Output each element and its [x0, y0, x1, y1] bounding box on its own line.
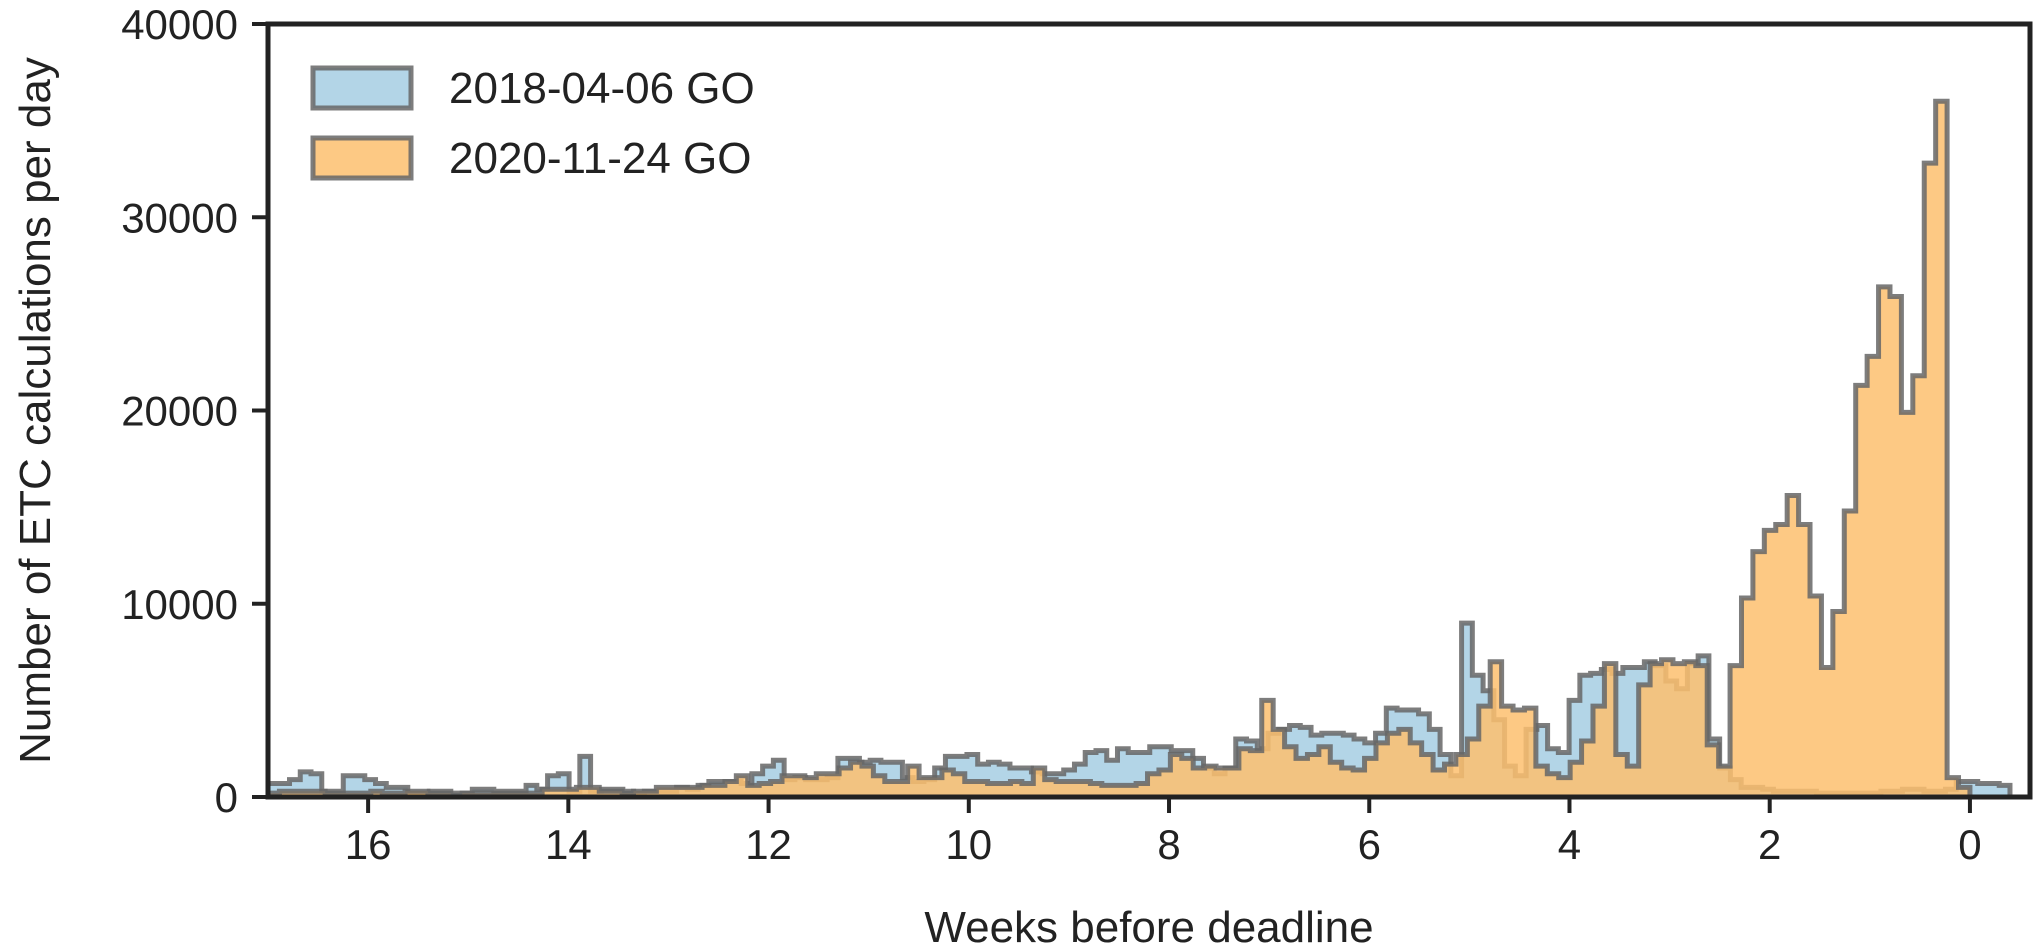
y-tick-label: 30000	[121, 194, 238, 241]
y-tick-label: 20000	[121, 388, 238, 435]
x-tick-label: 8	[1157, 821, 1180, 868]
x-axis-label: Weeks before deadline	[924, 903, 1373, 950]
plot-area	[265, 98, 2013, 800]
y-tick-label: 0	[215, 774, 238, 821]
x-tick-label: 2	[1758, 821, 1781, 868]
x-tick-label: 4	[1558, 821, 1581, 868]
x-tick-label: 6	[1358, 821, 1381, 868]
legend-label-2018: 2018-04-06 GO	[449, 64, 755, 113]
x-tick-label: 12	[745, 821, 792, 868]
legend-swatch-2020	[310, 135, 414, 181]
x-tick-label: 14	[545, 821, 592, 868]
y-tick-label: 40000	[121, 1, 238, 48]
series-2	[265, 98, 1973, 800]
axes: 16 14 12 10 8 6 4 2 0 0 10000 20000 30000 40000	[121, 1, 2033, 868]
series-2-bars	[265, 98, 1973, 800]
x-tick-label: 0	[1958, 821, 1981, 868]
y-tick-label: 10000	[121, 581, 238, 628]
legend: 2018-04-06 GO 2020-11-24 GO	[310, 64, 755, 183]
x-tick-label: 10	[945, 821, 992, 868]
y-axis-label: Number of ETC calculations per day	[11, 57, 60, 764]
legend-swatch-2018	[310, 65, 414, 111]
x-tick-label: 16	[345, 821, 392, 868]
legend-label-2020: 2020-11-24 GO	[449, 134, 751, 183]
